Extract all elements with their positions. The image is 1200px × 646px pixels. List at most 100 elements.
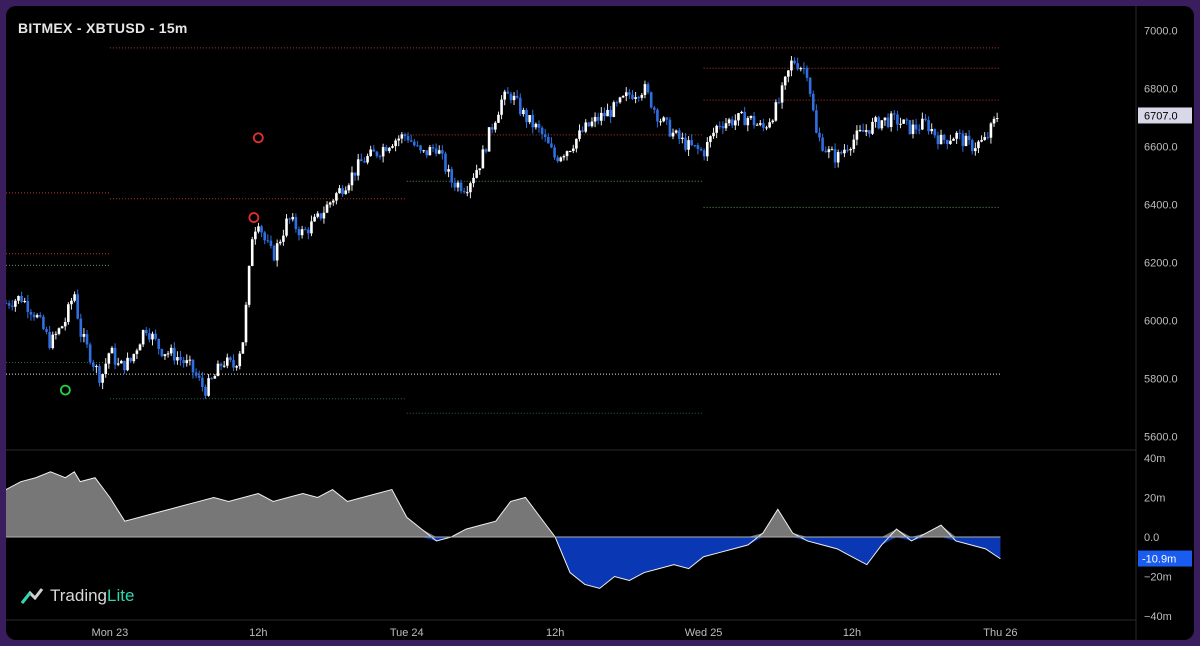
candle-up — [843, 149, 846, 154]
candle-up — [849, 148, 852, 151]
candle-down — [905, 119, 909, 121]
time-tick-label: Wed 25 — [685, 627, 723, 639]
chart-frame: BITMEX - XBTUSD - 15m 7000.0 6800.0 6600.0… — [6, 6, 1194, 640]
candle-up — [67, 304, 70, 323]
candle-down — [967, 135, 971, 141]
candle-up — [82, 334, 86, 337]
candle-up — [151, 333, 154, 340]
oscillator-last-badge — [1138, 550, 1192, 567]
candle-down — [403, 134, 407, 137]
candle-down — [204, 386, 207, 396]
candle-up — [590, 121, 594, 127]
candle-down — [917, 129, 921, 131]
candle-down — [896, 114, 899, 125]
last-price-label: 6707.0 — [1144, 110, 1178, 122]
candle-down — [157, 338, 161, 349]
candle-down — [821, 137, 824, 151]
candle-down — [20, 295, 23, 303]
candle-down — [490, 127, 494, 130]
candle-up — [964, 135, 968, 147]
candle-up — [709, 136, 712, 143]
candle-up — [356, 159, 360, 176]
candle-up — [612, 102, 616, 117]
candle-up — [391, 146, 394, 148]
candle-up — [643, 84, 647, 95]
price-tick-label: 7000.0 — [1144, 26, 1178, 38]
candle-down — [805, 68, 809, 78]
candle-down — [113, 347, 117, 365]
candle-down — [815, 110, 818, 133]
candle-up — [14, 300, 17, 307]
candle-up — [300, 229, 304, 236]
candle-up — [235, 366, 238, 368]
candle-down — [914, 124, 918, 130]
candle-down — [587, 122, 591, 127]
candle-up — [755, 124, 759, 126]
candle-up — [640, 94, 644, 98]
candle-down — [38, 315, 42, 317]
candle-up — [780, 85, 784, 103]
candle-up — [578, 130, 581, 139]
oscillator-last-label: -10.9m — [1142, 554, 1176, 566]
candle-up — [674, 130, 678, 133]
candle-down — [431, 147, 435, 149]
candle-up — [715, 125, 718, 133]
candle-down — [453, 182, 457, 188]
candle-up — [400, 134, 404, 139]
candle-down — [730, 119, 734, 126]
candle-up — [783, 76, 787, 86]
candle-up — [207, 378, 210, 396]
candle-up — [422, 150, 425, 152]
candle-down — [668, 119, 672, 137]
candle-up — [559, 157, 563, 162]
candle-down — [531, 115, 535, 128]
candle-down — [266, 240, 270, 242]
candle-down — [378, 156, 382, 158]
candle-down — [179, 357, 182, 361]
candle-up — [278, 241, 282, 244]
candle-down — [718, 125, 722, 127]
candle-up — [285, 218, 288, 236]
candle-down — [384, 147, 388, 152]
candle-down — [868, 130, 871, 134]
candle-down — [793, 60, 796, 64]
candle-up — [855, 130, 859, 140]
candle-down — [556, 157, 559, 162]
oscillator-line — [6, 471, 1001, 589]
candle-up — [952, 138, 955, 141]
candle-down — [840, 152, 843, 154]
candle-down — [603, 112, 606, 117]
candle-down — [319, 213, 323, 219]
candle-down — [197, 375, 201, 378]
candle-up — [291, 216, 295, 220]
time-tick-label: 12h — [546, 627, 564, 639]
candle-up — [250, 239, 254, 266]
candle-up — [858, 129, 862, 131]
candle-up — [787, 70, 790, 77]
candle-down — [42, 316, 45, 330]
candle-down — [191, 359, 195, 373]
candle-down — [260, 226, 263, 233]
candle-up — [771, 120, 775, 123]
candle-up — [472, 177, 475, 184]
chart-canvas[interactable]: 7000.0 6800.0 6600.0 6400.0 6200.0 6000.0 5800… — [6, 6, 1194, 640]
candle-up — [335, 193, 338, 201]
candle-up — [774, 102, 778, 121]
candle-up — [749, 115, 753, 118]
candle-down — [811, 93, 815, 111]
candle-up — [347, 185, 351, 191]
candle-down — [6, 303, 8, 305]
candle-down — [818, 132, 821, 138]
candle-up — [487, 127, 491, 152]
candle-down — [665, 117, 669, 120]
candle-up — [316, 213, 319, 217]
oscillator-tick-label: 20m — [1144, 492, 1165, 504]
candle-up — [456, 182, 460, 188]
candle-up — [939, 134, 943, 145]
candle-down — [550, 143, 553, 148]
candle-down — [690, 140, 694, 146]
candle-down — [986, 137, 990, 139]
candle-up — [241, 342, 245, 354]
candle-down — [656, 109, 659, 122]
candle-up — [930, 129, 934, 132]
